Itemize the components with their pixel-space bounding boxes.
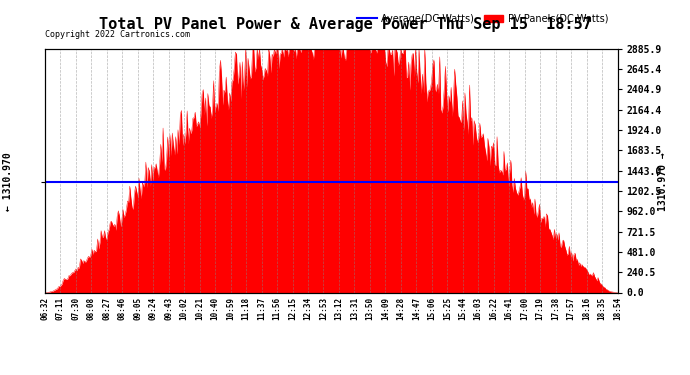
Legend: Average(DC Watts), PV Panels(DC Watts): Average(DC Watts), PV Panels(DC Watts): [353, 10, 613, 27]
Text: 1310.970 →: 1310.970 →: [658, 152, 668, 211]
Text: Total PV Panel Power & Average Power Thu Sep 15  18:57: Total PV Panel Power & Average Power Thu…: [99, 17, 591, 32]
Text: ← 1310.970: ← 1310.970: [3, 152, 13, 211]
Text: Copyright 2022 Cartronics.com: Copyright 2022 Cartronics.com: [45, 30, 190, 39]
